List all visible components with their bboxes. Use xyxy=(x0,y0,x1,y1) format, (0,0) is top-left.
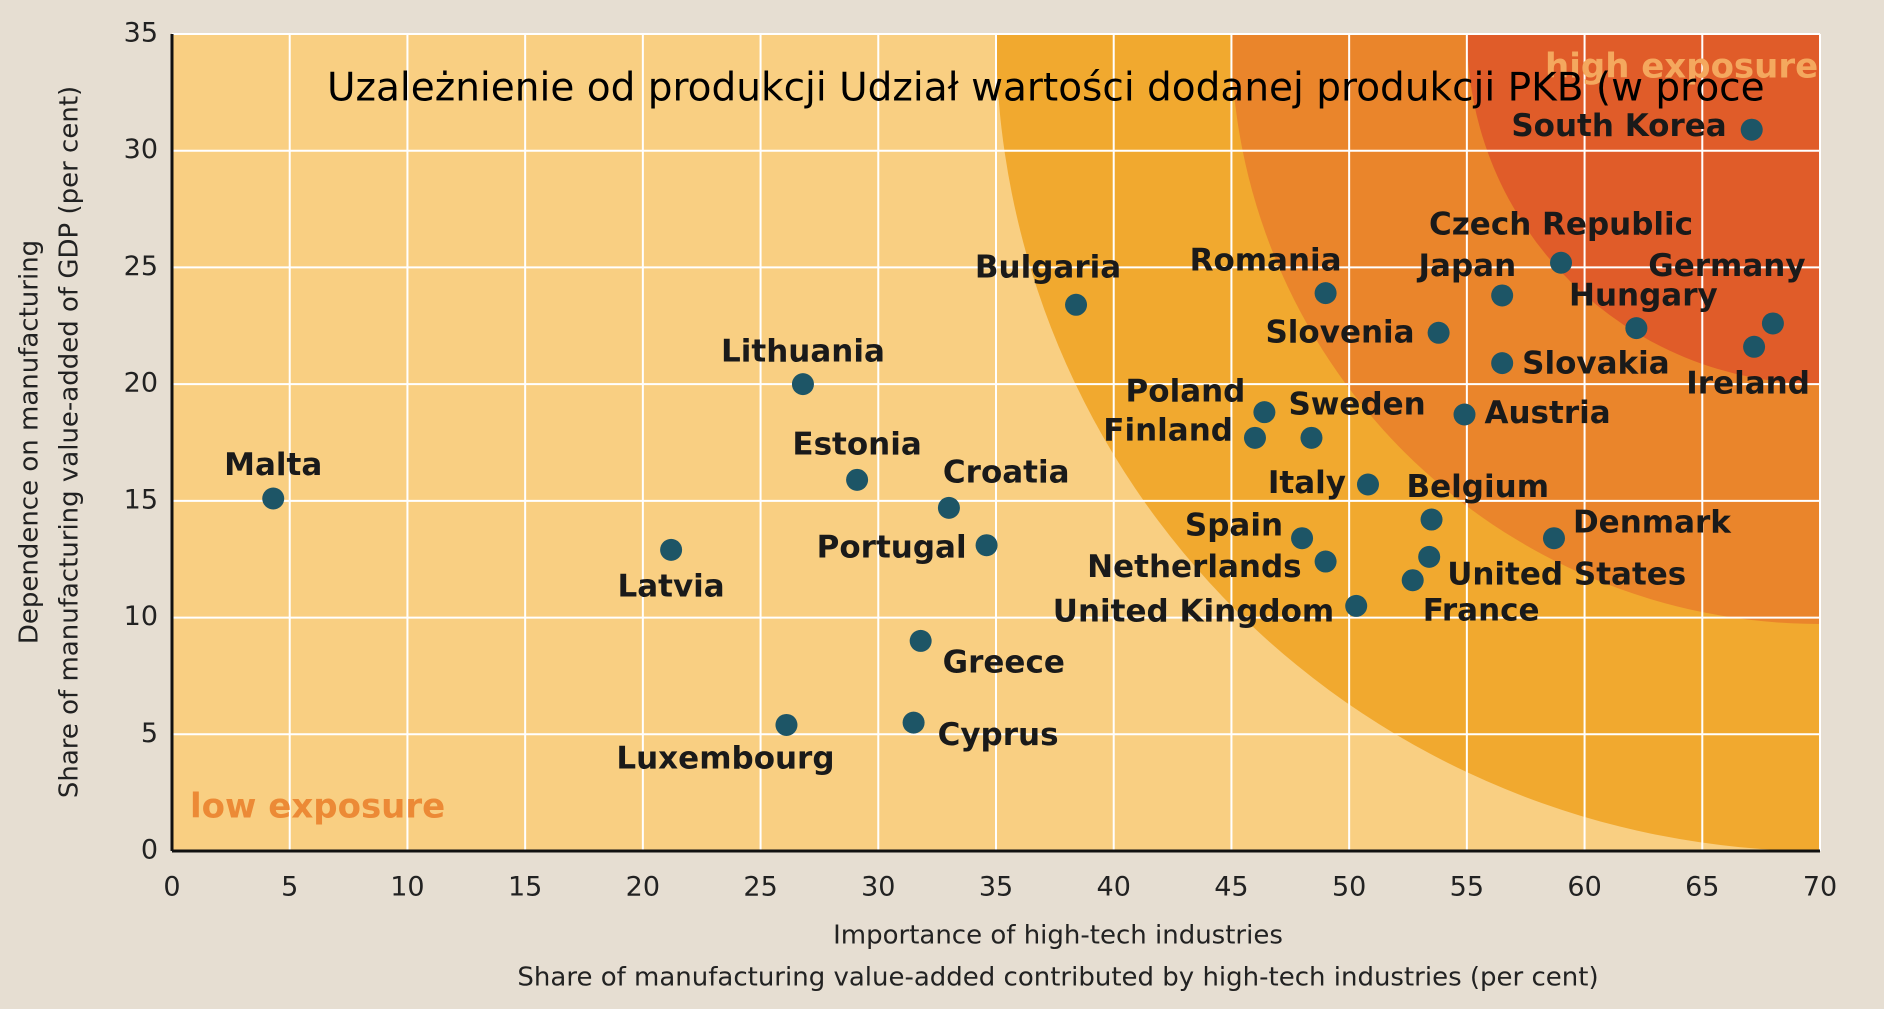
point xyxy=(1314,550,1337,573)
point xyxy=(1291,527,1314,550)
annotation: high exposure xyxy=(1545,47,1818,87)
point-label: Slovakia xyxy=(1522,346,1670,382)
chart-title: Uzależnienie od produkcji Udział wartośc… xyxy=(327,66,1765,111)
point xyxy=(1243,426,1266,449)
point xyxy=(775,713,798,736)
point xyxy=(660,538,683,561)
y-tick-label: 10 xyxy=(124,601,158,632)
x-tick-label: 45 xyxy=(1214,872,1248,903)
point-label: Luxembourg xyxy=(616,740,834,776)
point xyxy=(1491,284,1514,307)
y-tick-label: 35 xyxy=(124,18,158,49)
point xyxy=(1761,312,1784,335)
point-label: Austria xyxy=(1485,395,1611,431)
point xyxy=(1453,403,1476,426)
y-tick-label: 30 xyxy=(124,134,158,165)
point-label: Greece xyxy=(943,644,1065,680)
point xyxy=(1356,473,1379,496)
x-axis-label: Share of manufacturing value-added contr… xyxy=(517,963,1598,993)
y-axis-label: Dependence on manufacturing xyxy=(15,240,45,644)
point xyxy=(902,711,925,734)
point xyxy=(1542,527,1565,550)
point xyxy=(1420,508,1443,531)
point-label: Belgium xyxy=(1407,469,1549,505)
point xyxy=(262,487,285,510)
point xyxy=(791,373,814,396)
y-tick-label: 25 xyxy=(124,251,158,282)
point-label: Romania xyxy=(1190,243,1342,279)
point xyxy=(1253,401,1276,424)
points: Malta Latvia Luxembourg Lithuania Estonia Cyp… xyxy=(224,108,1810,776)
point xyxy=(846,468,869,491)
point-label: United States xyxy=(1447,556,1686,592)
point-label: Bulgaria xyxy=(975,249,1121,285)
annotation: low exposure xyxy=(190,787,445,827)
x-tick-label: 65 xyxy=(1685,872,1719,903)
y-axis-label: Share of manufacturing value-added of GD… xyxy=(55,86,85,798)
point-label: Finland xyxy=(1103,412,1233,448)
point-label: Sweden xyxy=(1288,386,1425,422)
x-tick-label: 35 xyxy=(979,872,1013,903)
point-label: Japan xyxy=(1417,248,1517,284)
x-tick-label: 70 xyxy=(1803,872,1837,903)
point-label: Germany xyxy=(1648,248,1805,284)
x-axis-label: Importance of high-tech industries xyxy=(833,921,1283,951)
point-label: Cyprus xyxy=(938,717,1059,753)
y-tick-label: 20 xyxy=(124,368,158,399)
point xyxy=(1550,251,1573,274)
point-label: Italy xyxy=(1268,465,1346,501)
point-label: Croatia xyxy=(943,454,1070,490)
x-tick-label: 10 xyxy=(390,872,424,903)
x-tick-label: 15 xyxy=(508,872,542,903)
point xyxy=(909,629,932,652)
point xyxy=(1491,352,1514,375)
x-tick-label: 5 xyxy=(281,872,298,903)
point xyxy=(1314,282,1337,305)
x-tick-label: 60 xyxy=(1567,872,1601,903)
point xyxy=(1427,321,1450,344)
point xyxy=(937,496,960,519)
point-label: Slovenia xyxy=(1265,314,1414,350)
point-label: Hungary xyxy=(1569,278,1718,314)
y-tick-label: 15 xyxy=(124,484,158,515)
point xyxy=(1345,594,1368,617)
exposure-band xyxy=(1467,34,1820,384)
point-label: Denmark xyxy=(1573,505,1732,541)
point-label: Netherlands xyxy=(1087,549,1301,585)
point-label: South Korea xyxy=(1511,108,1726,144)
point xyxy=(1740,118,1763,141)
y-tick-label: 5 xyxy=(141,718,158,749)
x-tick-label: 25 xyxy=(743,872,777,903)
point xyxy=(1401,569,1424,592)
x-tick-label: 55 xyxy=(1450,872,1484,903)
point-label: United Kingdom xyxy=(1053,593,1334,629)
point xyxy=(1625,317,1648,340)
point-label: Malta xyxy=(224,447,322,483)
point-label: Portugal xyxy=(817,530,967,566)
point xyxy=(1065,293,1088,316)
x-tick-label: 30 xyxy=(861,872,895,903)
x-tick-label: 0 xyxy=(163,872,180,903)
point-label: Latvia xyxy=(617,568,724,604)
y-tick-label: 0 xyxy=(141,835,158,866)
point-label: France xyxy=(1423,593,1540,629)
point xyxy=(975,534,998,557)
point-label: Czech Republic xyxy=(1429,206,1693,242)
x-tick-label: 20 xyxy=(626,872,660,903)
x-tick-label: 50 xyxy=(1332,872,1366,903)
point-label: Spain xyxy=(1185,508,1283,544)
x-tick-label: 40 xyxy=(1097,872,1131,903)
point-label: Ireland xyxy=(1686,365,1810,401)
point xyxy=(1300,426,1323,449)
point xyxy=(1743,335,1766,358)
point-label: Lithuania xyxy=(721,334,885,370)
point-label: Poland xyxy=(1126,374,1246,410)
point xyxy=(1418,545,1441,568)
point-label: Estonia xyxy=(792,426,921,462)
